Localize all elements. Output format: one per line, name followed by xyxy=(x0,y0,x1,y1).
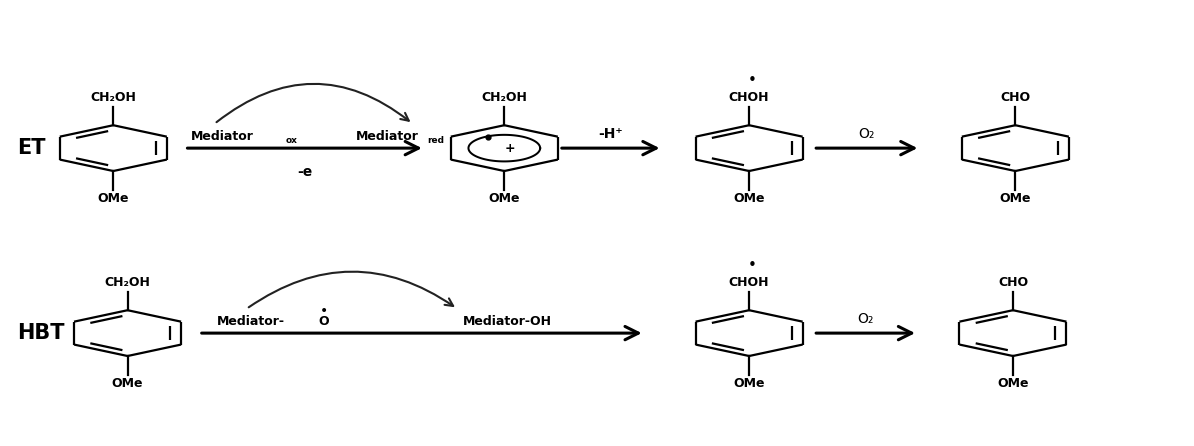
Text: red: red xyxy=(427,136,444,145)
Text: OMe: OMe xyxy=(999,192,1032,205)
Text: CHO: CHO xyxy=(998,276,1028,289)
Text: CHO: CHO xyxy=(1001,91,1030,104)
Text: HBT: HBT xyxy=(17,323,64,343)
Text: CHOH: CHOH xyxy=(728,276,769,289)
Text: -e: -e xyxy=(297,165,313,179)
Text: Mediator: Mediator xyxy=(356,130,419,143)
Text: •: • xyxy=(320,304,328,318)
Text: •: • xyxy=(749,73,757,88)
Text: Mediator-: Mediator- xyxy=(216,315,284,328)
Text: CH₂OH: CH₂OH xyxy=(105,276,150,289)
Text: Mediator: Mediator xyxy=(191,130,253,143)
Text: OMe: OMe xyxy=(997,377,1029,390)
Text: •: • xyxy=(749,258,757,273)
Text: OMe: OMe xyxy=(733,192,765,205)
Text: O₂: O₂ xyxy=(857,312,874,326)
Text: CHOH: CHOH xyxy=(728,91,769,104)
Text: OMe: OMe xyxy=(488,192,521,205)
Text: OMe: OMe xyxy=(733,377,765,390)
Text: -H⁺: -H⁺ xyxy=(598,127,623,141)
Text: O: O xyxy=(319,315,330,328)
Text: O₂: O₂ xyxy=(858,127,875,141)
Text: OMe: OMe xyxy=(112,377,143,390)
Text: Mediator-OH: Mediator-OH xyxy=(463,315,553,328)
Text: CH₂OH: CH₂OH xyxy=(91,91,136,104)
Text: ET: ET xyxy=(17,138,45,158)
Text: OMe: OMe xyxy=(98,192,129,205)
Text: ox: ox xyxy=(285,136,297,145)
Text: CH₂OH: CH₂OH xyxy=(481,91,528,104)
Text: +: + xyxy=(504,142,515,155)
